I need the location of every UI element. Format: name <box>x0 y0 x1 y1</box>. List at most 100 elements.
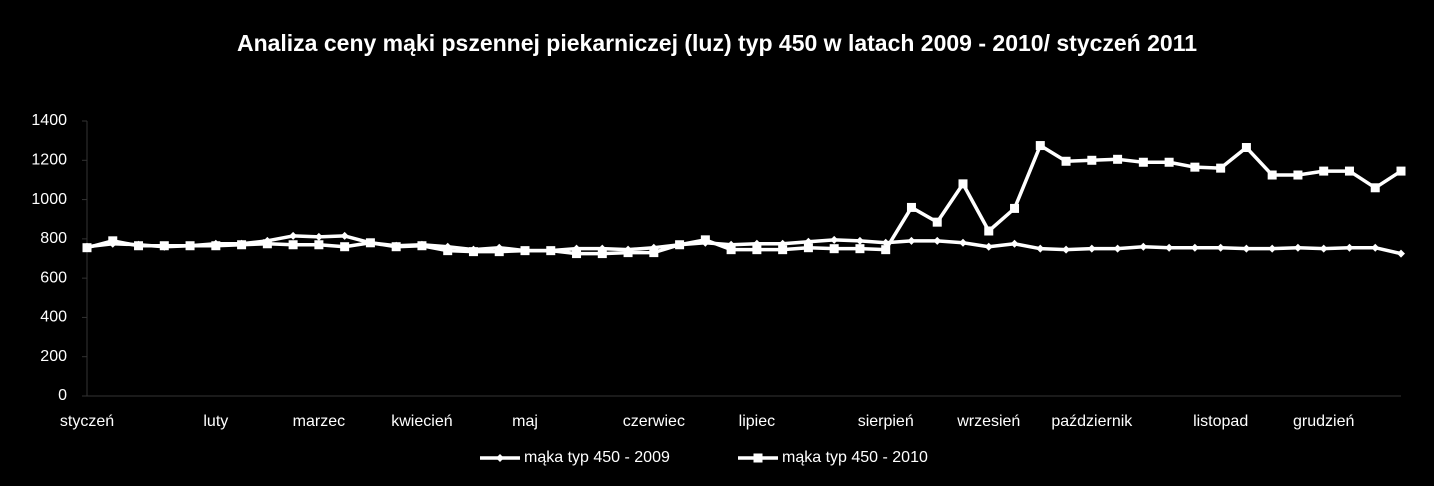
y-tick-label: 400 <box>40 309 67 326</box>
y-tick-label: 200 <box>40 348 67 365</box>
marker <box>159 241 169 251</box>
marker <box>443 246 453 256</box>
x-tick-label: listopad <box>1193 413 1248 430</box>
marker <box>572 249 582 259</box>
marker <box>314 232 323 241</box>
marker <box>468 247 478 257</box>
marker <box>958 179 968 189</box>
x-tick-label: grudzień <box>1293 413 1354 430</box>
marker <box>1370 183 1380 193</box>
marker <box>1190 243 1199 252</box>
marker <box>1062 245 1071 254</box>
marker <box>314 240 324 250</box>
marker <box>289 231 298 240</box>
series-line <box>86 234 1402 256</box>
marker <box>855 244 865 254</box>
x-tick-label: sierpień <box>858 413 914 430</box>
legend-label: mąka typ 450 - 2010 <box>782 449 928 466</box>
marker <box>1268 244 1277 253</box>
marker <box>1241 143 1251 153</box>
marker <box>134 241 144 251</box>
marker <box>520 246 530 256</box>
y-tick-label: 1000 <box>31 191 67 208</box>
marker <box>237 240 247 250</box>
marker <box>753 453 763 463</box>
marker <box>1165 243 1174 252</box>
marker <box>1216 163 1226 173</box>
y-tick-label: 0 <box>58 387 67 404</box>
marker <box>907 236 916 245</box>
y-tick-label: 1200 <box>31 152 67 169</box>
marker <box>82 243 92 253</box>
marker <box>906 202 916 212</box>
marker <box>1319 166 1329 176</box>
marker <box>340 231 349 240</box>
marker <box>288 240 298 250</box>
marker <box>752 245 762 255</box>
marker <box>959 238 967 247</box>
marker <box>932 217 942 227</box>
x-tick-label: wrzesień <box>956 413 1020 430</box>
marker <box>1113 244 1122 253</box>
marker <box>855 236 864 245</box>
marker <box>1216 243 1225 252</box>
marker <box>778 245 788 255</box>
x-tick-label: marzec <box>293 413 345 430</box>
marker <box>984 242 993 251</box>
y-tick-label: 1400 <box>31 112 67 129</box>
marker <box>1371 243 1380 252</box>
marker <box>494 247 504 257</box>
marker <box>1087 244 1096 253</box>
marker <box>830 235 839 244</box>
marker <box>1344 166 1354 176</box>
marker <box>1319 244 1328 253</box>
marker <box>675 240 685 250</box>
x-tick-label: styczeń <box>60 413 114 430</box>
marker <box>1397 249 1405 258</box>
marker <box>984 226 994 236</box>
marker <box>933 236 942 245</box>
marker <box>1010 203 1020 213</box>
marker <box>365 238 375 248</box>
marker <box>185 241 195 251</box>
x-tick-label: lipiec <box>739 413 775 430</box>
marker <box>1190 162 1200 172</box>
marker <box>340 242 350 252</box>
x-tick-label: październik <box>1051 413 1133 430</box>
x-tick-label: kwiecień <box>391 413 452 430</box>
marker <box>1035 141 1045 151</box>
marker <box>417 241 427 251</box>
marker <box>597 249 607 259</box>
marker <box>881 245 891 255</box>
marker <box>1293 243 1302 252</box>
marker <box>496 454 504 462</box>
marker <box>1164 157 1174 167</box>
marker <box>623 248 633 258</box>
marker <box>546 246 556 256</box>
y-tick-label: 600 <box>40 269 67 286</box>
marker <box>211 241 221 251</box>
marker <box>726 245 736 255</box>
series-line <box>86 143 1402 256</box>
marker <box>1036 244 1045 253</box>
marker <box>108 236 118 246</box>
y-tick-label: 800 <box>40 230 67 247</box>
marker <box>1293 170 1303 180</box>
marker <box>1138 157 1148 167</box>
marker <box>700 235 710 245</box>
marker <box>1267 170 1277 180</box>
marker <box>1242 244 1251 253</box>
chart-title: Analiza ceny mąki pszennej piekarniczej … <box>237 30 1197 56</box>
x-tick-label: czerwiec <box>623 413 685 430</box>
x-tick-label: luty <box>203 413 228 430</box>
legend-label: mąka typ 450 - 2009 <box>524 449 670 466</box>
marker <box>1061 156 1071 166</box>
marker <box>1113 154 1123 164</box>
marker <box>262 239 272 249</box>
marker <box>1345 243 1354 252</box>
marker <box>649 248 659 258</box>
marker <box>1396 166 1406 176</box>
marker <box>803 243 813 253</box>
x-tick-label: maj <box>512 413 538 430</box>
